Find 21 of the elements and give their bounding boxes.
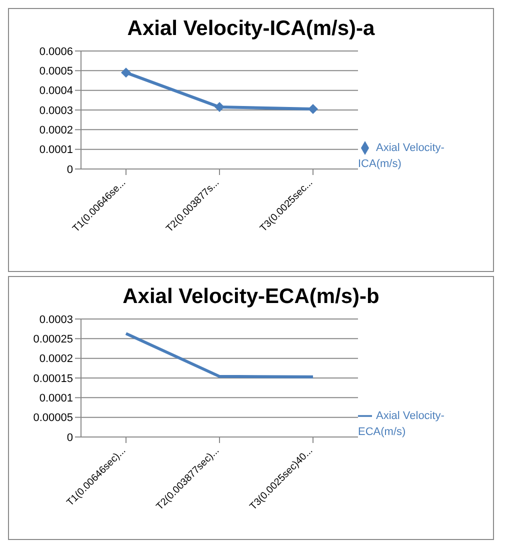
y-tick-label: 0.0003 (39, 314, 73, 326)
y-tick-label: 0.00015 (33, 372, 73, 385)
y-tick-label: 0.0003 (39, 104, 73, 117)
y-tick-label: 0.0006 (39, 46, 73, 58)
point (214, 102, 224, 112)
y-tick-label: 0.0001 (39, 144, 73, 156)
y-tick-label: 0.0002 (39, 353, 73, 366)
chart-title: Axial Velocity-ECA(m/s)-b (122, 285, 380, 310)
chart-title: Axial Velocity-ICA(m/s)-a (126, 17, 376, 42)
y-tick-label: 0.00025 (33, 334, 73, 346)
y-tick-label: 0 (66, 164, 73, 176)
y-tick-label: 0.0005 (39, 66, 73, 78)
y-tick-label: 0.0002 (39, 124, 73, 137)
legend-label: Axial Velocity-ICA(m/s) (358, 142, 444, 170)
point (121, 68, 131, 78)
y-tick-label: 0 (66, 432, 73, 444)
point (308, 104, 318, 114)
legend-label: Axial Velocity-ECA(m/s) (358, 410, 444, 438)
y-tick-label: 0.0004 (39, 85, 73, 98)
y-tick-label: 0.0001 (39, 392, 73, 405)
y-tick-label: 0.00005 (33, 412, 73, 424)
